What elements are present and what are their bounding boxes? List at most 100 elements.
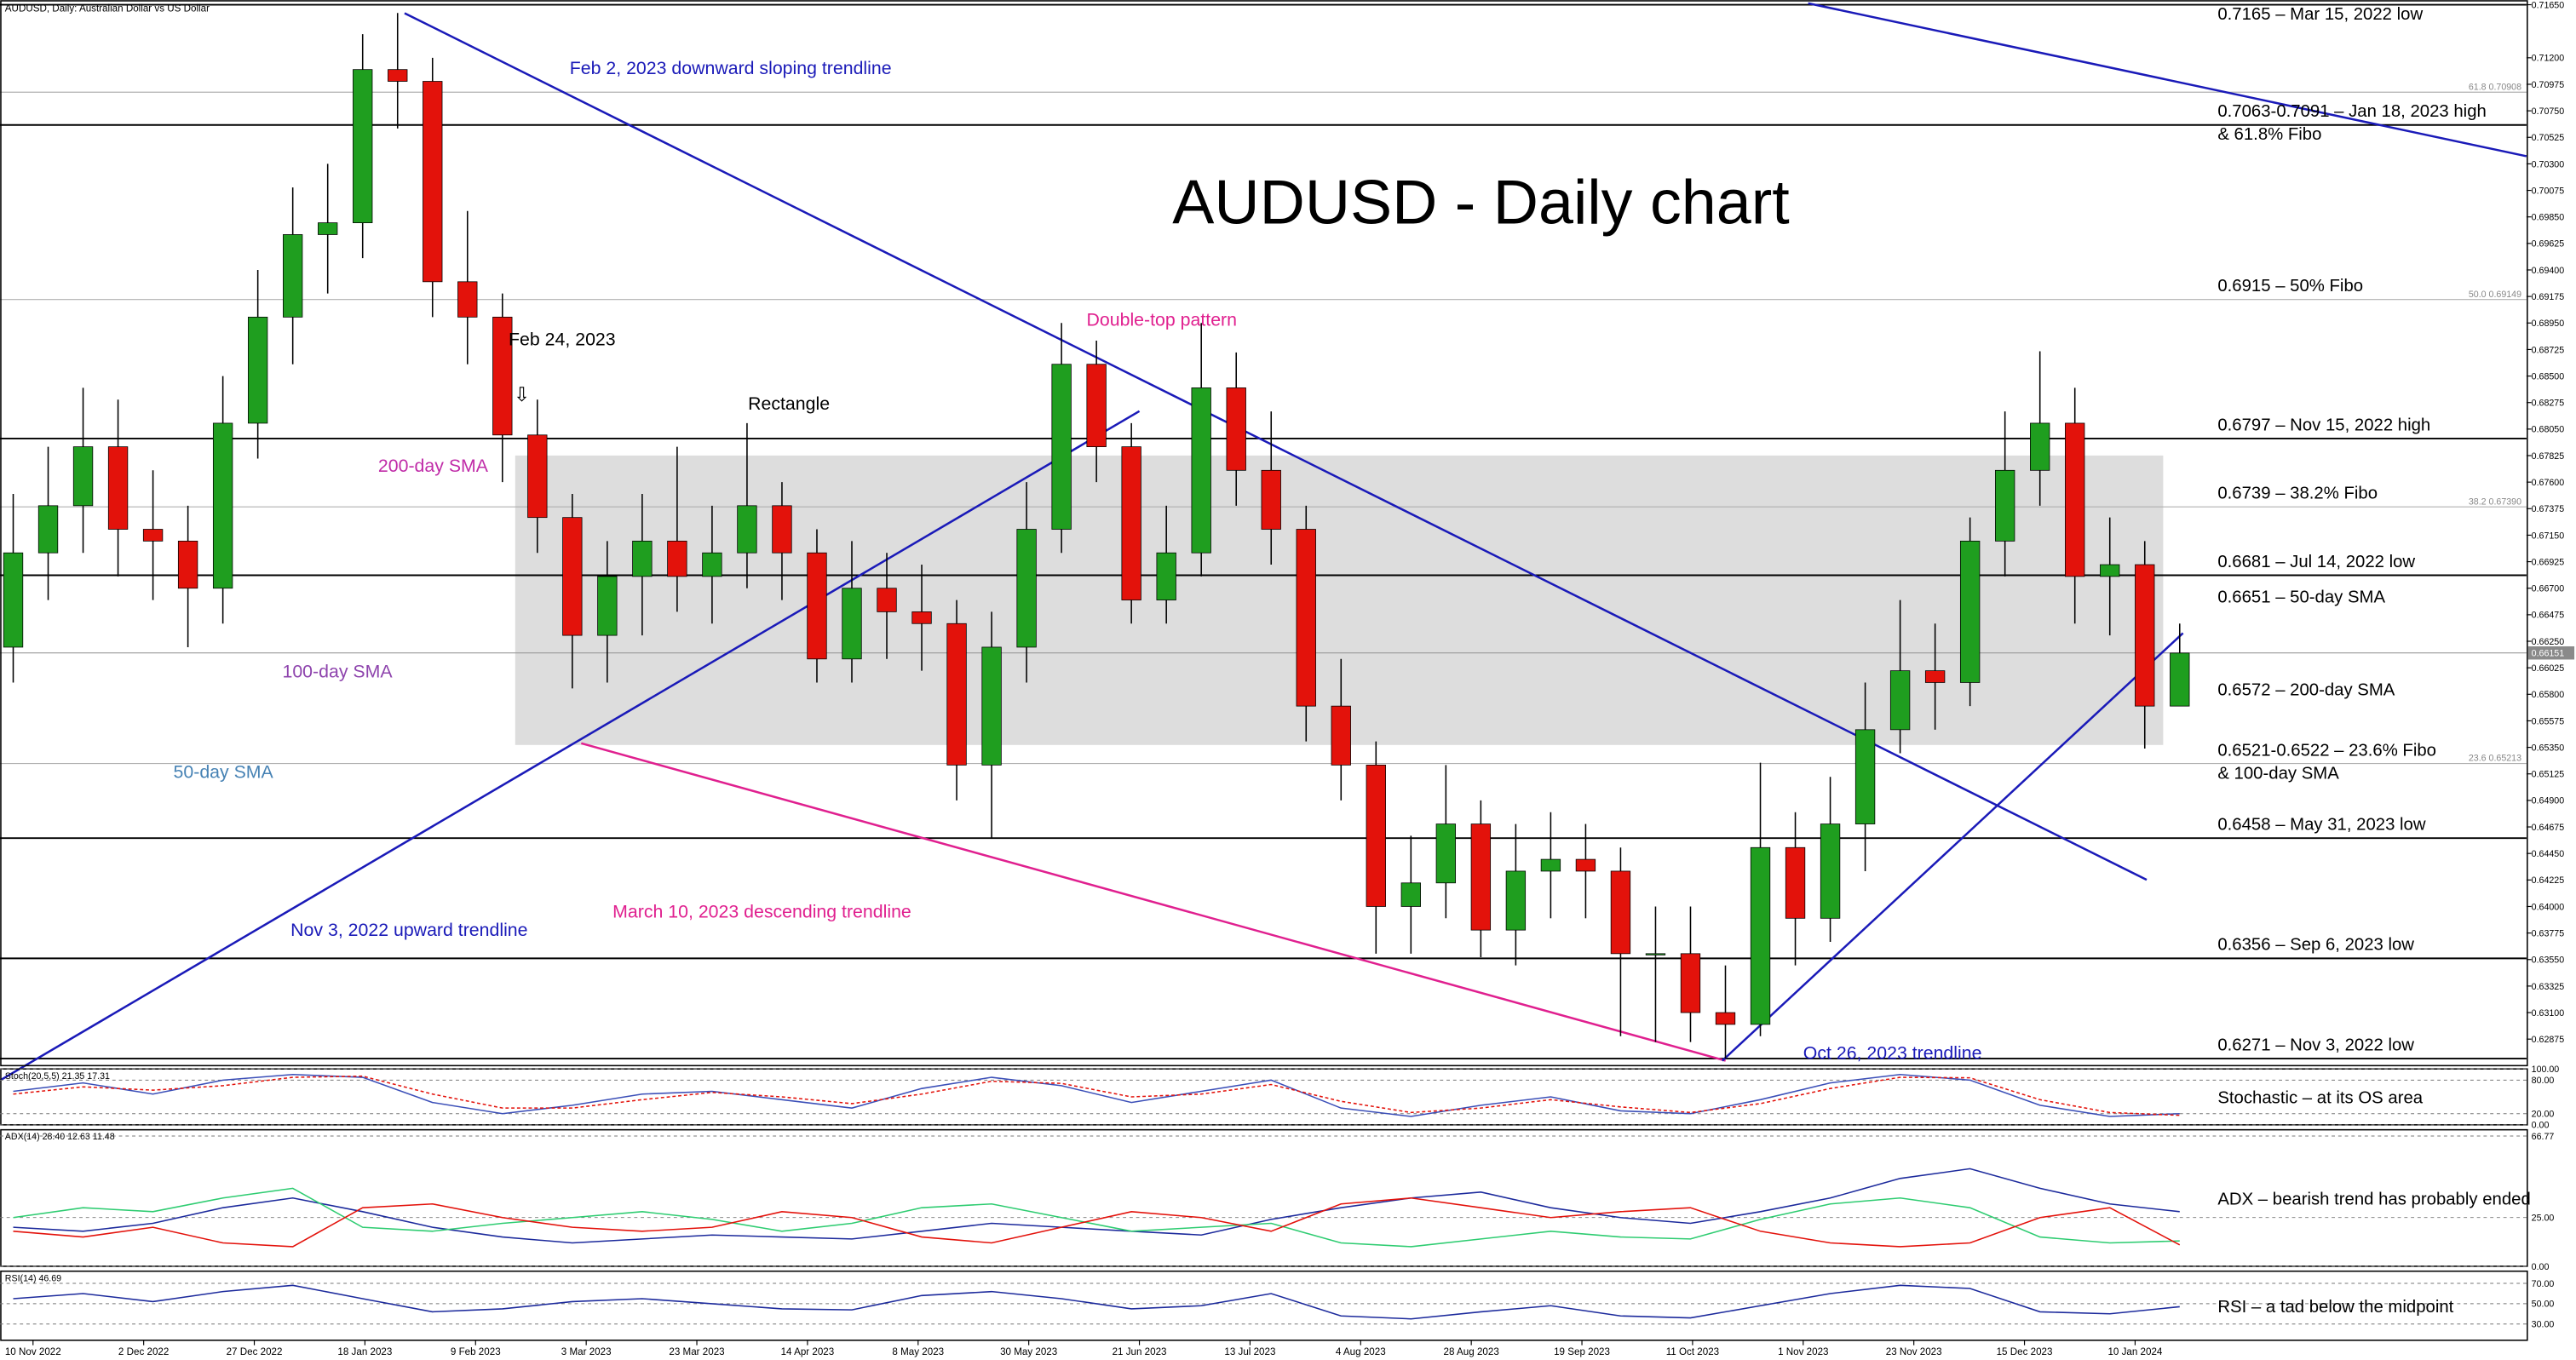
annotation: Feb 24, 2023 [509,330,616,350]
candle-body [247,316,268,424]
trendline [581,742,1727,1062]
panel-tick-label: 30.00 [2532,1320,2555,1330]
y-tick-label: 0.63100 [2532,1008,2565,1019]
annotation: Nov 3, 2022 upward trendline [290,920,527,940]
main-frame [0,0,2528,1067]
y-tick-label: 0.64225 [2532,875,2565,886]
level-label: 0.6271 – Nov 3, 2022 low [2217,1036,2414,1054]
fibo-label: 50.0 0.69149 [2469,290,2521,300]
level-label: 0.6915 – 50% Fibo [2217,277,2363,296]
panel-note: Stochastic – at its OS area [2217,1089,2423,1108]
y-tick-label: 0.70525 [2532,133,2565,143]
arrow-icon: ⇩ [514,383,530,405]
candle-body [772,505,792,554]
panel-note: ADX – bearish trend has probably ended [2217,1191,2530,1209]
candle-body [1924,670,1946,683]
y-tick-label: 0.62875 [2532,1035,2565,1045]
indicator-line [13,1168,2180,1244]
y-tick-label: 0.68050 [2532,425,2565,435]
level-label: 0.6651 – 50-day SMA [2217,588,2385,606]
y-tick-label: 0.67150 [2532,531,2565,541]
candle-body [212,422,233,589]
panel-header: ADX(14) 28.40 12.63 11.48 [5,1132,115,1142]
candle-body [877,588,897,612]
y-tick-label: 0.63550 [2532,955,2565,966]
rectangle-pattern [515,455,2164,745]
trendline [1808,2,2527,158]
annotation: Feb 2, 2023 downward sloping trendline [570,58,892,78]
candle-body [1820,823,1841,919]
x-tick-label: 9 Feb 2023 [451,1346,501,1357]
x-tick-label: 15 Dec 2023 [1997,1346,2053,1357]
fibo-label: 61.8 0.70908 [2469,82,2521,92]
y-tick-label: 0.64450 [2532,849,2565,859]
candle-body [1086,364,1107,448]
y-tick-label: 0.65800 [2532,690,2565,700]
candle-body [3,552,24,648]
x-tick-label: 10 Nov 2022 [5,1346,61,1357]
candle-body [807,552,827,660]
indicator-line [13,1187,2180,1248]
panel-tick-label: 25.00 [2532,1214,2555,1224]
annotation: Rectangle [748,393,830,414]
candle-body [737,505,757,554]
trendline [1721,632,2184,1062]
x-tick-label: 28 Aug 2023 [1444,1346,1499,1357]
candle-body [1051,364,1072,530]
panel-header: RSI(14) 46.69 [5,1273,61,1283]
candle-body [527,434,548,519]
candle-body [1121,446,1141,600]
candle-body [107,446,129,530]
levels: 61.8 0.70908 50.0 0.69149 38.2 0.67390 23.6… [0,3,2527,1059]
y-tick-label: 0.67825 [2532,451,2565,462]
candle-body [1191,387,1211,554]
panel-tick-label: 100.00 [2532,1064,2560,1075]
candle-body [283,234,303,318]
annotation: 200-day SMA [378,456,489,476]
candle-body [1715,1012,1736,1025]
panel-frame [0,1270,2528,1341]
candle-body [1994,469,2015,542]
annotation: Oct 26, 2023 trendline [1803,1043,1982,1064]
annotation: Double-top pattern [1087,309,1237,330]
y-tick-label: 0.68950 [2532,318,2565,329]
candle-body [72,446,94,507]
x-tick-label: 8 May 2023 [892,1346,944,1357]
y-tick-label: 0.63325 [2532,982,2565,992]
candle-body [632,540,653,577]
candle-body [1645,953,1666,955]
candle-body [1505,870,1527,931]
candle-body [423,81,443,283]
candle-body [2065,422,2085,577]
candle-body [667,540,687,577]
panel-note: RSI – a tad below the midpoint [2217,1298,2453,1317]
candle-body [1296,529,1316,707]
candle-body [492,316,513,436]
y-tick-label: 0.69625 [2532,239,2565,250]
chart-header: AUDUSD, Daily: Australian Dollar vs US D… [5,3,210,14]
candle-body [1331,705,1351,766]
trendline [0,410,1141,1082]
level-label: 0.6739 – 38.2% Fibo [2217,485,2378,503]
candle-body [562,517,583,636]
level-label: 0.6356 – Sep 6, 2023 low [2217,936,2414,955]
annotation: 100-day SMA [282,662,393,682]
x-tick-label: 10 Jan 2024 [2107,1346,2162,1357]
panel-tick-label: 0.00 [2532,1121,2550,1131]
candle-body [1854,729,1876,824]
level-label: 0.7063-0.7091 – Jan 18, 2023 high [2217,102,2486,121]
current-price-label: 0.66151 [2532,649,2565,659]
candle-body [1540,858,1561,872]
y-tick-label: 0.67600 [2532,478,2565,488]
level-label: 0.6797 – Nov 15, 2022 high [2217,416,2430,434]
y-tick-label: 0.63775 [2532,928,2565,938]
y-tick-label: 0.68500 [2532,371,2565,382]
panel-tick-label: 70.00 [2532,1279,2555,1289]
candle-body [1750,846,1771,1025]
y-tick-label: 0.66025 [2532,663,2565,674]
candle-body [318,222,338,235]
candle-body [1366,764,1386,907]
indicator-line [13,1284,2180,1320]
x-tick-label: 19 Sep 2023 [1554,1346,1610,1357]
